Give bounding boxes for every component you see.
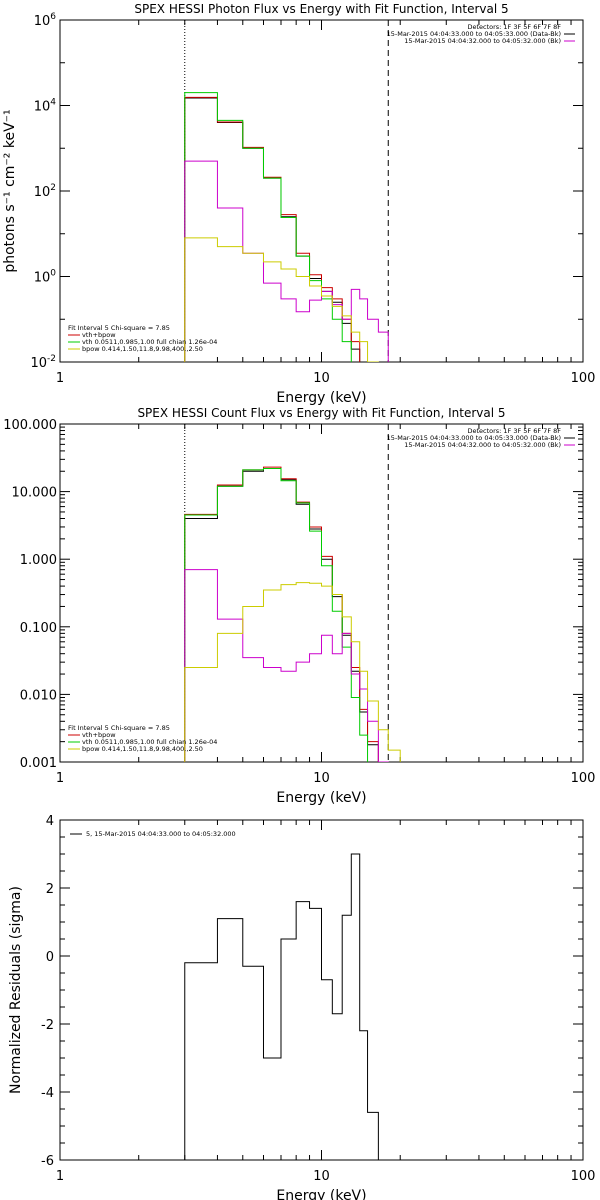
plot-frame <box>59 819 584 1161</box>
legend-text: vth+bpow <box>82 731 116 739</box>
y-axis-label: photons s⁻¹ cm⁻² keV⁻¹ <box>2 109 18 272</box>
x-tick-label: 1 <box>56 1169 64 1184</box>
x-tick-label: 10 <box>313 771 330 786</box>
y-tick-label: 0 <box>46 950 54 965</box>
x-axis-label: Energy (keV) <box>276 390 366 406</box>
y-tick-label: 1.000 <box>20 553 57 568</box>
legend-fit-text: Fit Interval 5 Chi-square = 7.85 <box>68 324 170 332</box>
legend-text: 5, 15-Mar-2015 04:04:33.000 to 04:05:32.… <box>86 830 236 838</box>
series-vth <box>184 467 401 762</box>
series-vth <box>184 92 401 362</box>
series-vth-bpow <box>184 96 401 362</box>
legend-topright-text: 15-Mar-2015 04:04:33.000 to 04:05:33.000… <box>387 434 561 442</box>
series-data-bk <box>184 467 401 762</box>
y-tick-label: 104 <box>34 98 57 115</box>
y-axis-label: Normalized Residuals (sigma) <box>8 886 24 1094</box>
x-tick-label: 10 <box>313 371 330 386</box>
y-tick-label: -2 <box>41 1018 54 1033</box>
legend-topright-text: Detectors: 1F 3F 5F 6F 7F 8F <box>467 23 561 31</box>
series-group <box>184 92 401 362</box>
legend-topright-text: 15-Mar-2015 04:04:32.000 to 04:05:32.000… <box>404 37 561 45</box>
x-axis-label: Energy (keV) <box>276 1188 366 1200</box>
x-tick-label: 1 <box>56 771 64 786</box>
y-tick-label: 100.000 <box>3 418 57 433</box>
legend-topright-text: Detectors: 1F 3F 5F 6F 7F 8F <box>467 427 561 435</box>
y-tick-label: 10.000 <box>12 486 58 501</box>
panel-2: SPEX HESSI Count Flux vs Energy with Fit… <box>3 406 596 806</box>
series-5-15-mar-2015-04-04-33-000-to-04-05-32-000 <box>184 853 389 1160</box>
y-tick-label: 2 <box>46 882 54 897</box>
chart-title: SPEX HESSI Photon Flux vs Energy with Fi… <box>134 2 508 16</box>
panel-3: 1 10 100 Energy (keV) -6 -4 -2 0 2 4 Normalized Re… <box>8 814 595 1200</box>
plot-frame <box>59 423 584 763</box>
series-bk <box>184 237 401 362</box>
y-tick-label: 0.100 <box>20 621 57 636</box>
legend-text: bpow 0.414,1.50,11.8,9.98,400.,2.50 <box>82 745 203 753</box>
panel-1: SPEX HESSI Photon Flux vs Energy with Fi… <box>2 2 596 406</box>
legend-topright-text: 15-Mar-2015 04:04:32.000 to 04:05:32.000… <box>404 441 561 449</box>
y-tick-label: 4 <box>46 814 54 829</box>
legend-fit-text: Fit Interval 5 Chi-square = 7.85 <box>68 724 170 732</box>
legend-text: vth+bpow <box>82 331 116 339</box>
x-tick-label: 100 <box>571 771 596 786</box>
series-bk <box>184 582 401 762</box>
x-tick-label: 10 <box>313 1169 330 1184</box>
y-tick-label: 100 <box>34 269 57 286</box>
legend-text: bpow 0.414,1.50,11.8,9.98,400.,2.50 <box>82 345 203 353</box>
x-axis-label: Energy (keV) <box>276 790 366 806</box>
x-tick-label: 1 <box>56 371 64 386</box>
series-group <box>184 466 401 762</box>
y-tick-label: 0.010 <box>20 688 57 703</box>
x-tick-label: 100 <box>571 1169 596 1184</box>
series-bpow <box>184 569 401 762</box>
series-group <box>184 853 389 1160</box>
chart-title: SPEX HESSI Count Flux vs Energy with Fit… <box>137 406 505 420</box>
y-tick-label: 0.001 <box>20 756 57 771</box>
legend-text: vth 0.0511,0.985,1.00 full chian 1.26e-0… <box>82 738 217 746</box>
plot-frame <box>59 19 584 363</box>
y-tick-label: 10-2 <box>30 354 56 371</box>
y-tick-label: -4 <box>41 1086 54 1101</box>
legend-topright-text: 15-Mar-2015 04:04:33.000 to 04:05:33.000… <box>387 30 561 38</box>
legend-text: vth 0.0511,0.985,1.00 full chian 1.26e-0… <box>82 338 217 346</box>
y-tick-label: 102 <box>34 183 56 200</box>
y-tick-label: 106 <box>34 12 57 29</box>
x-tick-label: 100 <box>571 371 596 386</box>
y-tick-label: -6 <box>41 1154 54 1169</box>
